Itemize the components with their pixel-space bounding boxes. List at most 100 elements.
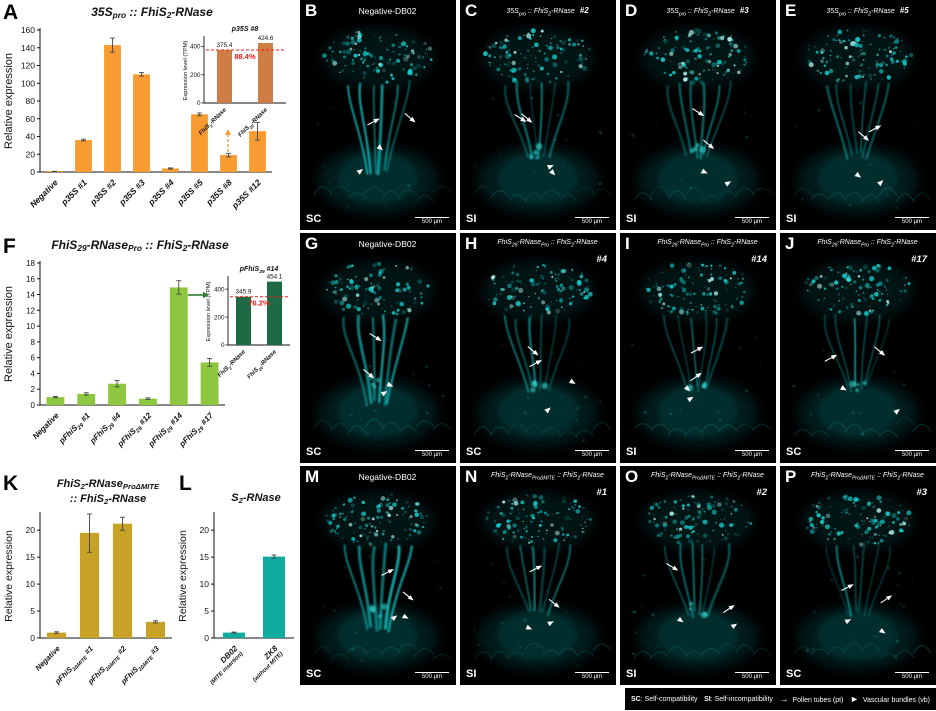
micrograph-image — [620, 233, 776, 463]
micrograph-panel-p: P FhiS2-RNaseProΔMITE :: FhiS2-RNase #3 SC 5… — [780, 466, 936, 685]
micrograph-title: FhiS29-RNasePro :: FhiS2-RNase — [657, 239, 758, 249]
micrograph-image — [780, 233, 936, 463]
scale-bar-label: 500 µm — [901, 674, 923, 680]
x-tick-label: p35S #3 — [116, 177, 147, 208]
y-tick-label: 10 — [26, 579, 36, 589]
vascular-bundle-arrowhead — [544, 407, 551, 414]
scale-bar: 500 µm — [575, 672, 609, 680]
compatibility-status-label: SI — [786, 213, 797, 225]
pollen-tube-arrow — [367, 118, 380, 126]
vascular-bundle-arrowhead-icon: ► — [849, 693, 859, 704]
compatibility-status-label: SI — [466, 668, 477, 680]
scale-bar-label: 500 µm — [421, 219, 443, 225]
inset-value-label: 345.9 — [236, 289, 252, 296]
image-annotations — [381, 569, 414, 621]
micrograph-panel-o: O FhiS2-RNaseProΔMITE :: FhiS2-RNase #2 SI 5… — [620, 466, 776, 685]
image-annotations — [356, 113, 416, 175]
stigma-speckles — [805, 494, 914, 658]
scale-bar-label: 500 µm — [901, 219, 923, 225]
y-axis-label: Relative expression — [177, 530, 189, 622]
pollen-tube-arrow — [692, 108, 705, 117]
micrograph-panel-j: J FhiS29-RNasePro :: FhiS2-RNase #17 SC 500 … — [780, 233, 936, 463]
scale-bar: 500 µm — [895, 450, 929, 458]
panel-letter-a: A — [3, 1, 19, 24]
svg-text:200: 200 — [214, 314, 225, 321]
micrograph-title: Negative-DB02 — [358, 472, 417, 482]
panel-letter-l: L — [179, 472, 192, 495]
panel-letter-c: C — [465, 1, 478, 20]
inset-percent-label: 76.2% — [248, 299, 270, 308]
chart-title: 35Spro :: FhiS2-RNase — [91, 5, 213, 20]
micrograph-image — [300, 233, 456, 463]
stigma-speckles — [316, 29, 437, 209]
panel-f-bar-chart: FhiS29-RNasePro :: FhiS2-RNase Relative e… — [0, 233, 298, 475]
bar — [263, 556, 285, 638]
scale-bar: 500 µm — [575, 450, 609, 458]
legend-sc-label: : Self-compatibility — [640, 695, 698, 703]
inset-value-label: 454.1 — [267, 274, 283, 281]
image-annotations — [666, 563, 738, 629]
compatibility-status-label: SC — [466, 446, 482, 458]
pollen-tube-arrow — [874, 346, 886, 356]
ovary-glow — [313, 146, 452, 214]
line-number: #2 — [756, 487, 767, 498]
bar — [133, 74, 150, 172]
inset-chart: pFhiS29 #14 Expression level (TPM) 0 200 400… — [206, 266, 290, 381]
vascular-bundle-arrowhead — [356, 168, 364, 175]
panel-letter-d: D — [625, 1, 638, 20]
scale-bar-line — [415, 672, 449, 673]
image-annotations — [363, 333, 394, 397]
pollen-tube-arrow — [529, 565, 543, 573]
figure-legend: SC: Self-compatibility SI: Self-incompat… — [625, 688, 936, 710]
vascular-bundle-arrowhead — [547, 621, 554, 627]
scale-bar-label: 500 µm — [901, 452, 923, 458]
y-tick-label: 20 — [200, 525, 210, 535]
image-annotations — [824, 346, 900, 415]
vascular-bundle-arrowhead — [547, 165, 554, 170]
chart-title: FhiS2-RNaseProΔMITE — [57, 478, 160, 491]
micrograph-title: FhiS2-RNaseProΔMITE :: FhiS2-RNase — [491, 472, 604, 482]
scale-bar-label: 500 µm — [741, 219, 763, 225]
scale-bar-line — [415, 450, 449, 451]
y-tick-label: 15 — [26, 552, 36, 562]
line-number: #1 — [596, 487, 607, 498]
inset-pointer-arrow — [188, 291, 209, 299]
vascular-bundle-arrowhead — [386, 381, 394, 387]
pollen-tube-arrow — [381, 569, 394, 576]
compatibility-status-label: SI — [626, 668, 637, 680]
vascular-bundle-arrowhead — [376, 144, 383, 151]
pollen-tube-arrow — [824, 354, 838, 362]
vascular-bundle-arrowhead — [676, 616, 684, 623]
micrograph-image — [620, 466, 776, 685]
ovary-glow — [793, 605, 932, 670]
line-number: #2 — [579, 6, 589, 15]
stigma-speckles — [487, 263, 602, 442]
line-number: #5 — [899, 6, 909, 15]
bar — [249, 131, 266, 172]
image-annotations — [854, 125, 884, 187]
inset-value-label: 375.4 — [217, 42, 233, 49]
pollen-tube-arrow — [690, 346, 704, 354]
micrograph-title: 35Spro :: FhiS2-RNase #2 — [506, 6, 589, 18]
scale-bar-label: 500 µm — [421, 674, 443, 680]
scale-bar: 500 µm — [415, 672, 449, 680]
bars — [46, 513, 166, 638]
pollen-tube-arrow — [514, 114, 527, 123]
panel-letter-n: N — [465, 467, 478, 486]
svg-text:0: 0 — [197, 100, 201, 107]
panel-letter-h: H — [465, 234, 478, 253]
y-tick-label: 140 — [21, 43, 35, 53]
pollen-tube-arrow — [841, 584, 854, 591]
micrograph-title: FhiS2-RNaseProΔMITE :: FhiS2-RNase — [651, 472, 764, 482]
y-tick-label: 14 — [26, 291, 35, 300]
svg-text:0: 0 — [221, 342, 225, 349]
bar — [46, 632, 67, 638]
ovary-glow — [793, 146, 932, 214]
x-tick-label: p35S #1 — [58, 177, 89, 208]
micrograph-title: FhiS2-RNaseProΔMITE :: FhiS2-RNase — [811, 472, 924, 482]
vascular-bundle-arrowhead — [724, 181, 732, 187]
vascular-bundle-arrowhead — [701, 168, 708, 174]
